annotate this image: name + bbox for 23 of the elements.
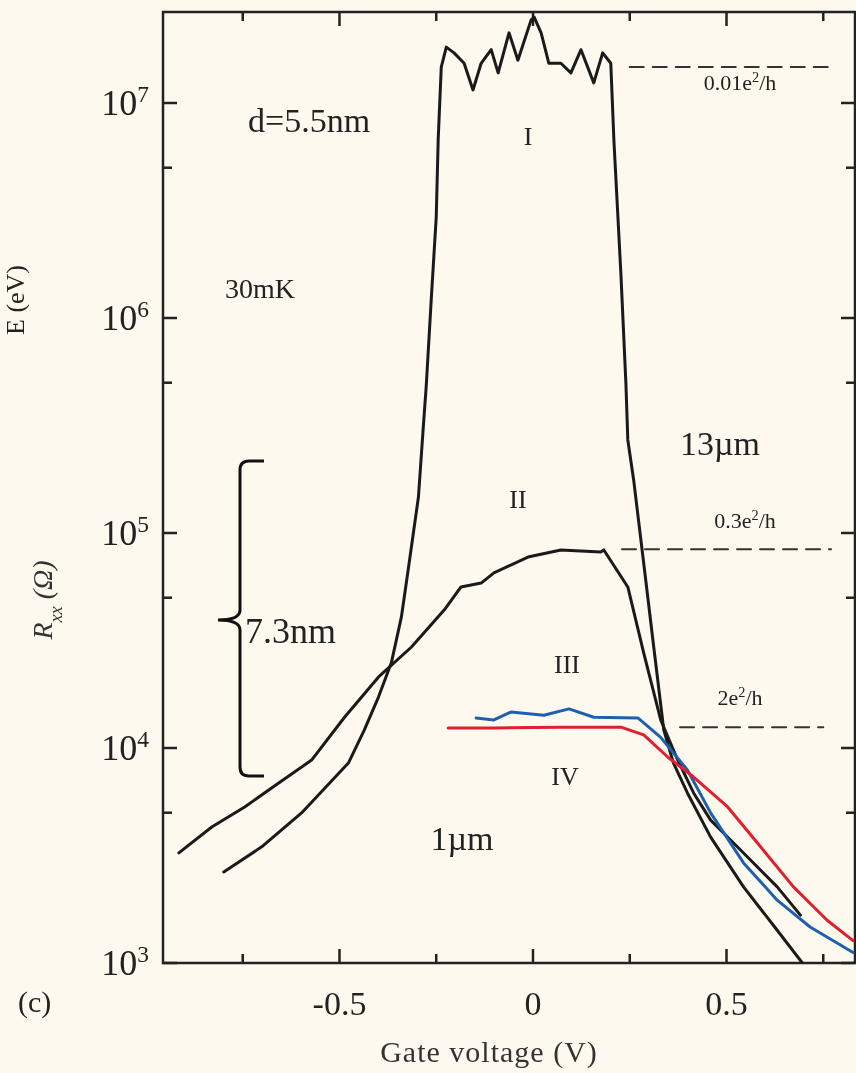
y-tick-label: 10$^{7}$ [101,81,150,123]
x-axis-title: Gate voltage (V) [380,1035,598,1069]
x-tick-label: -0.5 [312,985,367,1022]
annotation: 2e$^{2}$/h [717,684,763,710]
annotation: 13µm [679,425,761,462]
annotation: 7.3nm [245,611,337,651]
annotation: 1µm [430,820,494,857]
y-tick-label: 10$^{4}$ [101,726,150,768]
text: E (eV) [1,264,30,336]
y-tick-label: 10$^{6}$ [101,296,149,338]
annotation: 30mK [225,273,295,304]
annotation: I [523,122,533,151]
annotation: 0.01e$^{2}$/h [703,69,777,95]
annotation: 0.3e$^{2}$/h [714,507,776,533]
annotation: II [509,485,527,514]
annotation: d=5.5nm [248,102,371,139]
x-tick-label: 0 [524,985,542,1022]
annotation: III [554,650,580,679]
y-tick-label: 10$^{5}$ [101,511,149,553]
y-tick-label: 10$^{3}$ [101,941,149,983]
annotation: IV [551,762,579,791]
text: (c) [18,985,52,1019]
x-tick-label: 0.5 [705,985,748,1022]
